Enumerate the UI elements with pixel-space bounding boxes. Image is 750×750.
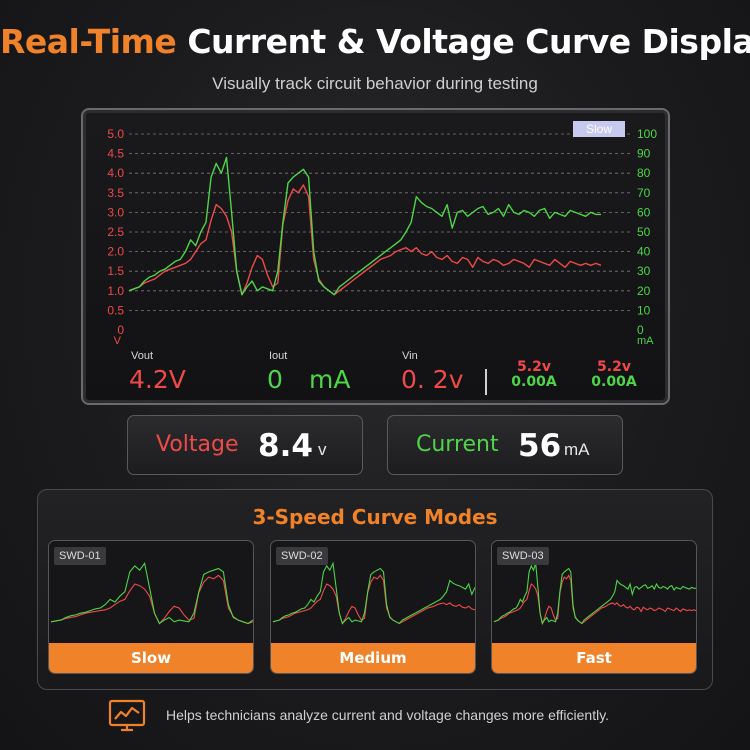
oscilloscope-screen: 5.0 100 4.5 90 4.0 80 3.5 70 3.0 60 2.5 50 2.0 40 1.5 3… bbox=[81, 108, 670, 405]
channel-2-current: 0.00A bbox=[591, 374, 637, 390]
mini-curve-medium bbox=[272, 561, 475, 625]
iout-value: 0 bbox=[267, 365, 283, 394]
current-meter-value: 56 bbox=[518, 428, 562, 464]
y-right-unit: mA bbox=[637, 335, 654, 347]
vin-label: Vin bbox=[402, 350, 418, 362]
speed-mode-badge: Slow bbox=[573, 121, 625, 137]
iout-unit: mA bbox=[309, 365, 351, 394]
current-meter-unit: mA bbox=[564, 440, 590, 459]
y-right-tick-label: 20 bbox=[637, 284, 651, 298]
y-left-tick-label: 1.0 bbox=[107, 284, 124, 298]
y-left-tick-label: 1.5 bbox=[107, 264, 124, 278]
channel-1-voltage: 5.2v bbox=[517, 359, 551, 375]
page-title-accent: Real-Time bbox=[0, 22, 177, 61]
mode-card-slow[interactable]: SWD-01 Slow bbox=[48, 540, 254, 674]
mode-card-medium[interactable]: SWD-02 Medium bbox=[270, 540, 476, 674]
channel-1-readout: 5.2v 0.00A bbox=[507, 360, 561, 390]
y-left-unit: V bbox=[114, 335, 122, 347]
channel-2-readout: 5.2v 0.00A bbox=[587, 360, 641, 390]
y-right-tick-label: 70 bbox=[637, 186, 651, 200]
mode-button-fast[interactable]: Fast bbox=[492, 643, 696, 673]
vin-value: 0. 2v bbox=[401, 365, 464, 394]
current-meter-label: Current bbox=[416, 432, 499, 457]
series-line-voltage bbox=[128, 184, 602, 296]
mini-current-line bbox=[272, 561, 475, 625]
voltage-meter-unit: v bbox=[318, 440, 327, 459]
readout-bar: Vout 4.2V Iout 0 mA Vin 0. 2v 5.2v 0.00A… bbox=[83, 350, 672, 405]
monitor-chart-icon bbox=[108, 699, 146, 732]
mode-tag: SWD-03 bbox=[497, 547, 549, 565]
mini-current-line bbox=[493, 563, 696, 625]
mini-voltage-line bbox=[50, 574, 253, 625]
y-left-tick-label: 0.5 bbox=[107, 303, 124, 317]
series-line-current bbox=[128, 156, 601, 296]
y-right-tick-label: 0 bbox=[637, 323, 644, 337]
y-right-tick-label: 90 bbox=[637, 147, 651, 161]
y-right-tick-label: 30 bbox=[637, 264, 651, 278]
y-right-tick-label: 100 bbox=[637, 127, 657, 141]
y-right-tick-label: 60 bbox=[637, 205, 651, 219]
y-right-tick-label: 10 bbox=[637, 303, 651, 317]
mini-current-line bbox=[50, 561, 253, 625]
mode-button-slow[interactable]: Slow bbox=[49, 643, 253, 673]
voltage-meter: Voltage 8.4 v bbox=[127, 415, 363, 475]
vout-value: 4.2V bbox=[129, 365, 186, 394]
mode-tag: SWD-01 bbox=[54, 547, 106, 565]
current-meter: Current 56 mA bbox=[387, 415, 623, 475]
vout-label: Vout bbox=[131, 350, 154, 362]
y-right-tick-label: 50 bbox=[637, 225, 651, 239]
y-left-tick-label: 2.5 bbox=[107, 225, 124, 239]
y-left-tick-label: 2.0 bbox=[107, 245, 124, 259]
iout-label: Iout bbox=[269, 350, 288, 362]
channel-1-current: 0.00A bbox=[511, 374, 557, 390]
mode-tag: SWD-02 bbox=[276, 547, 328, 565]
y-left-tick-label: 3.5 bbox=[107, 186, 124, 200]
voltage-meter-value: 8.4 bbox=[258, 428, 313, 464]
footer-text: Helps technicians analyze current and vo… bbox=[166, 707, 610, 723]
mini-curve-fast bbox=[493, 563, 696, 626]
mode-button-medium[interactable]: Medium bbox=[271, 643, 475, 673]
curve-modes-title: 3-Speed Curve Modes bbox=[252, 505, 498, 529]
y-left-tick-label: 3.0 bbox=[107, 205, 124, 219]
y-left-tick-label: 0 bbox=[117, 323, 124, 337]
mode-card-fast[interactable]: SWD-03 Fast bbox=[491, 540, 697, 674]
page-subtitle: Visually track circuit behavior during t… bbox=[212, 74, 538, 93]
voltage-meter-label: Voltage bbox=[156, 432, 239, 457]
y-left-tick-label: 5.0 bbox=[107, 127, 124, 141]
y-right-tick-label: 40 bbox=[637, 245, 651, 259]
readout-divider bbox=[485, 369, 487, 395]
mini-curve-slow bbox=[50, 561, 253, 625]
channel-2-voltage: 5.2v bbox=[597, 359, 631, 375]
page-title-rest: Current & Voltage Curve Display bbox=[187, 22, 750, 61]
page-title: Real-Time Current & Voltage Curve Displa… bbox=[0, 22, 750, 61]
y-left-tick-label: 4.5 bbox=[107, 147, 124, 161]
mini-voltage-line bbox=[272, 574, 475, 625]
mini-voltage-line bbox=[493, 574, 696, 626]
y-left-tick-label: 4.0 bbox=[107, 166, 124, 180]
y-right-tick-label: 80 bbox=[637, 166, 651, 180]
